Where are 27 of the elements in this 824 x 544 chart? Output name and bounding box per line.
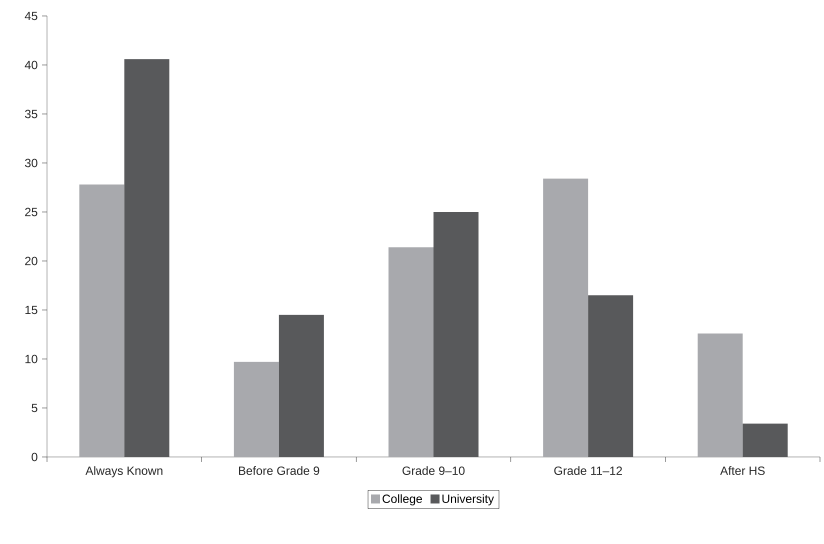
x-tick-label: Always Known [85,466,162,478]
y-tick-label: 25 [25,208,38,216]
y-tick-label: 30 [24,158,38,168]
y-tick-label: 35 [24,110,38,118]
x-tick-label: Before Grade 9 [239,466,320,475]
y-tick-label: 45 [24,12,38,20]
y-tick-label: 40 [24,60,38,70]
y-tick-label: 0 [32,452,38,462]
bar [543,178,588,457]
bar [588,295,634,457]
y-tick-label: 5 [32,404,38,412]
x-tick-label: Grade 9–10 [402,466,465,475]
x-tick-label: After HS [720,466,765,475]
legend-label: University [442,494,494,506]
bar [278,314,324,457]
bar [124,59,170,457]
x-tick-label: Grade 11–12 [554,466,622,475]
y-tick-label: 15 [25,306,38,314]
bar [698,334,743,457]
y-tick-label: 10 [25,354,38,364]
bar [434,212,479,457]
bar [234,362,279,457]
bar [742,424,788,457]
legend-label: College [382,494,422,506]
y-tick-label: 20 [25,256,38,266]
bar [79,184,124,457]
bar [388,247,434,457]
